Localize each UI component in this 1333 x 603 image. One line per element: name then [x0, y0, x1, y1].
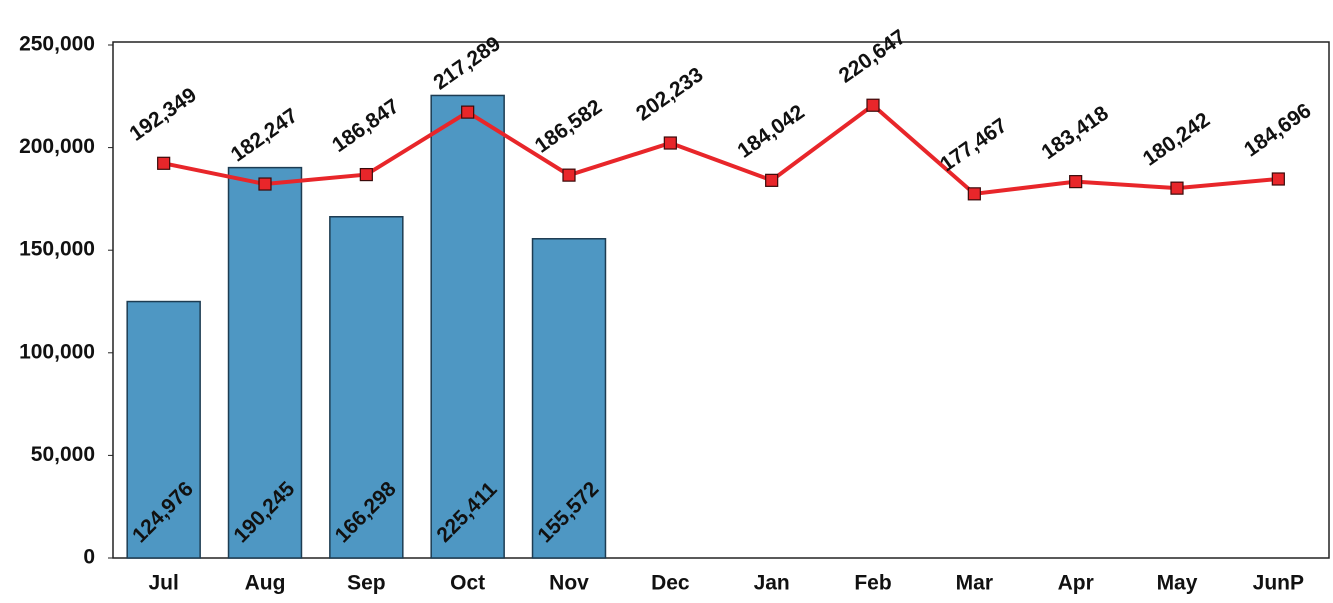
line-marker — [1271, 172, 1285, 186]
bar — [329, 216, 404, 559]
bar — [531, 238, 607, 559]
bar — [227, 166, 303, 559]
line-marker — [765, 173, 779, 187]
line-value-label: 192,349 — [125, 83, 200, 145]
x-tick-label: Jan — [754, 572, 790, 595]
line-marker — [562, 168, 576, 182]
x-tick-label: Nov — [549, 572, 589, 595]
line-value-label: 186,847 — [328, 95, 403, 157]
line-value-label: 184,042 — [733, 100, 808, 162]
y-tick-label: 200,000 — [19, 135, 95, 158]
y-tick-label: 100,000 — [19, 340, 95, 363]
line-value-label: 183,418 — [1037, 101, 1113, 164]
y-tick-label: 250,000 — [19, 33, 95, 56]
y-tick-label: 0 — [83, 546, 95, 569]
line-value-label: 184,696 — [1240, 99, 1315, 161]
line-value-label: 186,582 — [531, 95, 606, 157]
bar — [126, 300, 201, 559]
x-tick-label: Dec — [651, 572, 690, 595]
x-tick-label: JunP — [1253, 572, 1304, 595]
x-tick-label: May — [1157, 572, 1198, 595]
line-value-label: 220,647 — [835, 25, 910, 87]
x-tick-label: Aug — [245, 572, 286, 595]
bar — [430, 94, 505, 559]
line-marker — [461, 105, 475, 119]
y-tick-label: 50,000 — [31, 443, 95, 466]
x-tick-label: Sep — [347, 572, 386, 595]
line-marker — [967, 187, 981, 201]
line — [163, 102, 1279, 196]
line-value-label: 202,233 — [632, 63, 707, 125]
x-tick-label: Oct — [450, 572, 485, 595]
line-marker — [663, 136, 677, 150]
line-value-label: 182,247 — [227, 104, 302, 166]
line-marker — [157, 156, 171, 170]
line-marker — [866, 98, 880, 112]
line-value-label: 177,467 — [936, 114, 1011, 176]
x-tick-label: Mar — [956, 572, 993, 595]
line-marker — [258, 177, 272, 191]
line-marker — [1170, 181, 1184, 195]
y-tick-label: 150,000 — [19, 238, 95, 261]
plot-frame — [112, 41, 1330, 559]
line-marker — [359, 167, 373, 182]
x-tick-label: Feb — [854, 572, 891, 595]
x-tick-label: Jul — [148, 572, 178, 595]
line-value-label: 180,242 — [1139, 108, 1214, 170]
x-tick-label: Apr — [1058, 572, 1094, 595]
line-marker — [1069, 175, 1083, 189]
